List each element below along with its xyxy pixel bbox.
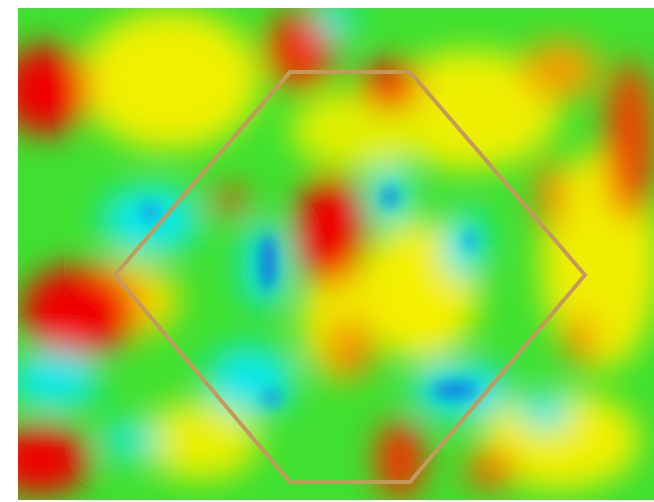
hexagon-outline bbox=[113, 70, 587, 484]
